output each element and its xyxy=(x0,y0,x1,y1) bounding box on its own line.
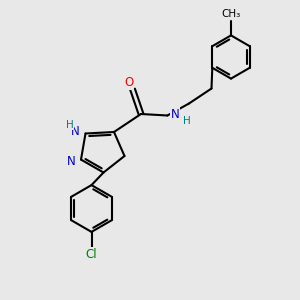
Text: Cl: Cl xyxy=(86,248,97,261)
Text: N: N xyxy=(71,124,80,138)
Text: H: H xyxy=(183,116,191,126)
Text: CH₃: CH₃ xyxy=(221,9,241,20)
Text: N: N xyxy=(67,154,76,168)
Text: O: O xyxy=(124,76,134,89)
Text: H: H xyxy=(66,119,74,130)
Text: N: N xyxy=(171,107,180,121)
